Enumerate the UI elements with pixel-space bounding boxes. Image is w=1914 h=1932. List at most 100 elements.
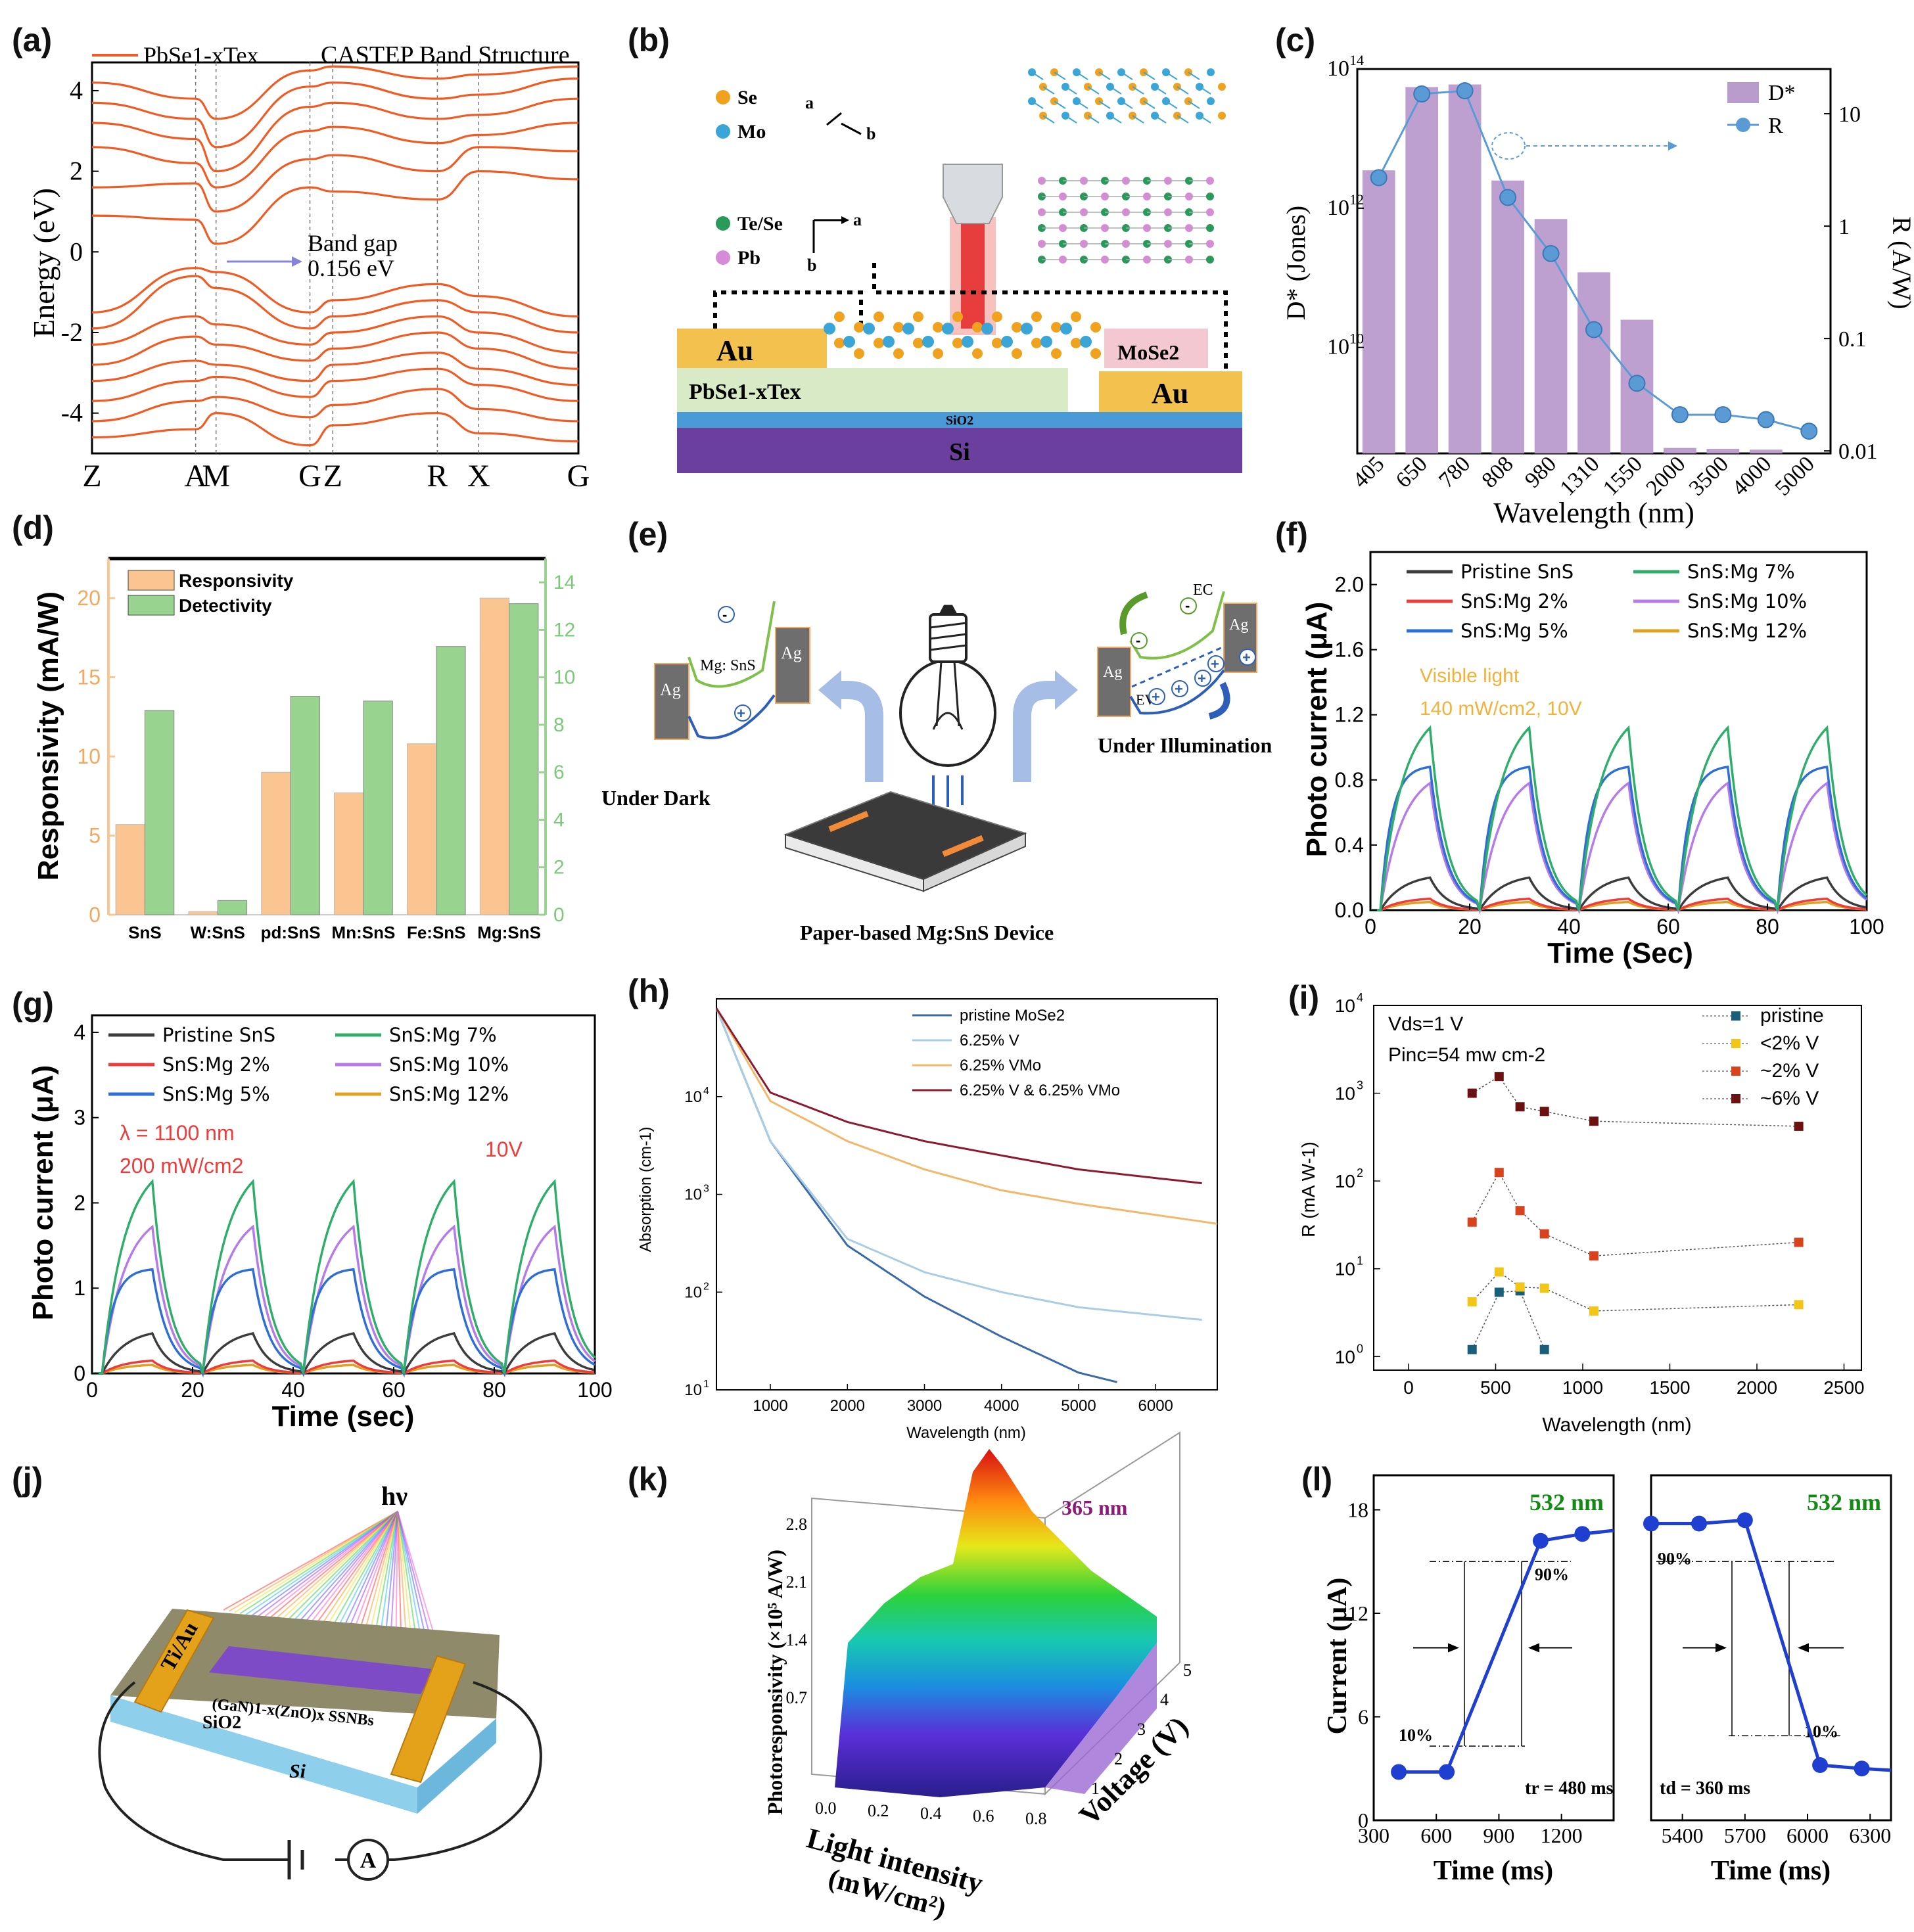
electron-dark bbox=[718, 606, 735, 623]
light-ray bbox=[397, 1511, 413, 1651]
lattice-atom bbox=[1206, 224, 1214, 232]
panel-l-right-xlabel: Time (ms) bbox=[1711, 1856, 1831, 1886]
y-tick-label: 5 bbox=[89, 824, 101, 848]
energy-band bbox=[91, 267, 579, 318]
legend-label: SnS:Mg 2% bbox=[162, 1053, 270, 1076]
light-ray bbox=[273, 1511, 398, 1621]
hole-sign: + bbox=[1152, 689, 1160, 705]
lattice-bond bbox=[1054, 72, 1066, 80]
light-ray bbox=[345, 1511, 398, 1636]
band-gap-arrow-head bbox=[292, 256, 302, 267]
panel-l-right-frame bbox=[1650, 1474, 1892, 1822]
light-ray bbox=[284, 1511, 398, 1624]
nanobelt bbox=[209, 1646, 434, 1694]
y-tick-label: 0 bbox=[1358, 1808, 1368, 1832]
axes1-a: a bbox=[805, 93, 814, 112]
panel-k-3d-surface: 365 nm 2.8 2.1 1.4 0.7 0.0 0.2 0.4 0.6 0.8 1234… bbox=[763, 1431, 1194, 1923]
device-label: Paper-based Mg:SnS Device bbox=[800, 921, 1054, 944]
responsivity-point bbox=[1370, 169, 1388, 187]
laser-head bbox=[943, 164, 1003, 224]
light-ray bbox=[339, 1511, 398, 1636]
y-tick-label: 10 bbox=[1335, 1259, 1355, 1279]
crystal-lattice bbox=[1028, 68, 1226, 264]
responsivity-marker bbox=[1494, 1072, 1504, 1082]
band-gap-label-1: Band gap bbox=[308, 230, 398, 256]
x-tick-label: W:SnS bbox=[191, 923, 245, 942]
wavelength-label: 365 nm bbox=[1062, 1496, 1128, 1519]
x-tick-label: 4000 bbox=[1727, 451, 1776, 500]
x-tick-label: M bbox=[202, 459, 230, 494]
light-ray bbox=[306, 1511, 398, 1628]
se-atom bbox=[874, 338, 884, 348]
light-ray bbox=[300, 1511, 398, 1627]
se-atom bbox=[1071, 311, 1081, 322]
y-tick-label: 4 bbox=[70, 76, 83, 105]
z-tick-label: 0.7 bbox=[786, 1688, 808, 1707]
se-atom bbox=[874, 311, 884, 322]
lattice-bond bbox=[1154, 86, 1167, 95]
y-tick-label: 10 bbox=[684, 1186, 702, 1204]
mo-atom bbox=[902, 323, 914, 334]
mo-atom bbox=[942, 323, 954, 334]
y2-tick-label: 2 bbox=[553, 857, 565, 879]
x-tick-label: 1550 bbox=[1599, 451, 1647, 500]
se-atom bbox=[1051, 348, 1062, 359]
legend-label: SnS:Mg 10% bbox=[389, 1053, 509, 1076]
se-atom bbox=[1071, 338, 1081, 348]
electron-dark-sign: - bbox=[722, 607, 727, 623]
responsivity-marker bbox=[1794, 1237, 1804, 1247]
lattice-bond bbox=[1177, 115, 1189, 124]
panel-a-legend: PbSe1-xTex bbox=[143, 42, 258, 68]
light-ray bbox=[256, 1511, 398, 1618]
lattice-atom bbox=[1206, 177, 1214, 185]
under-dark-label: Under Dark bbox=[601, 786, 711, 810]
lattice-bond bbox=[1098, 101, 1111, 109]
se-atom bbox=[854, 322, 864, 333]
panel-f-ylabel: Photo current (μA) bbox=[1301, 602, 1333, 858]
legend-label: ~2% V bbox=[1760, 1060, 1819, 1082]
legend-resp-label: Responsivity bbox=[179, 570, 294, 591]
y2-tick-label: 10 bbox=[1838, 103, 1861, 127]
legend-label: 6.25% V bbox=[960, 1032, 1019, 1049]
axes-arrow-2 bbox=[812, 219, 845, 253]
lattice-atom bbox=[1206, 240, 1214, 248]
x-tick-label: 5000 bbox=[1771, 451, 1819, 500]
y-tick-exponent: 2 bbox=[703, 1281, 709, 1292]
bulb-filament bbox=[932, 661, 964, 730]
under-illum-label: Under Illumination bbox=[1098, 733, 1272, 757]
y-tick-label: 3 bbox=[74, 1106, 85, 1130]
x-tick-label: 3500 bbox=[1685, 451, 1733, 500]
panel-label-l: (l) bbox=[1301, 1461, 1332, 1498]
energy-band bbox=[91, 65, 579, 120]
legend-label: SnS:Mg 7% bbox=[389, 1024, 497, 1046]
y-tick-label: 0.8 bbox=[1335, 768, 1364, 792]
responsivity-trend bbox=[1472, 1076, 1799, 1127]
mo-atom bbox=[981, 323, 993, 334]
y-tick-exponent: 0 bbox=[1357, 1342, 1363, 1355]
y-tick-label: 0.0 bbox=[1335, 898, 1364, 922]
hole-sign: + bbox=[1242, 649, 1251, 666]
legend-marker bbox=[1731, 1067, 1740, 1076]
x-tick-label: 20 bbox=[181, 1378, 204, 1402]
axes1-b: b bbox=[866, 124, 875, 143]
electron-charge bbox=[1180, 597, 1197, 614]
legend-label: <2% V bbox=[1760, 1032, 1819, 1054]
band-gap-label-2: 0.156 eV bbox=[308, 255, 394, 281]
se-atom bbox=[952, 311, 963, 322]
se-atom bbox=[933, 322, 943, 333]
responsivity-marker bbox=[1589, 1251, 1599, 1261]
photocurrent-line bbox=[1370, 781, 1867, 915]
panel-i-xlabel: Wavelength (nm) bbox=[1542, 1414, 1691, 1436]
electron-sign: - bbox=[1136, 632, 1140, 649]
y-tick-exponent: 10 bbox=[1349, 331, 1364, 347]
circuit-loop bbox=[98, 1681, 542, 1861]
ag-right-2-label: Ag bbox=[1229, 616, 1248, 633]
y-tick-exponent: 2 bbox=[1357, 1166, 1363, 1180]
y-tick-exponent: 3 bbox=[703, 1184, 709, 1195]
dstar-bar bbox=[1706, 448, 1740, 453]
x-tick-label: 5400 bbox=[1662, 1824, 1704, 1847]
legend-label: SnS:Mg 12% bbox=[389, 1083, 509, 1105]
x-tick-label: 5700 bbox=[1724, 1824, 1766, 1847]
axes2-a: a bbox=[853, 210, 862, 229]
